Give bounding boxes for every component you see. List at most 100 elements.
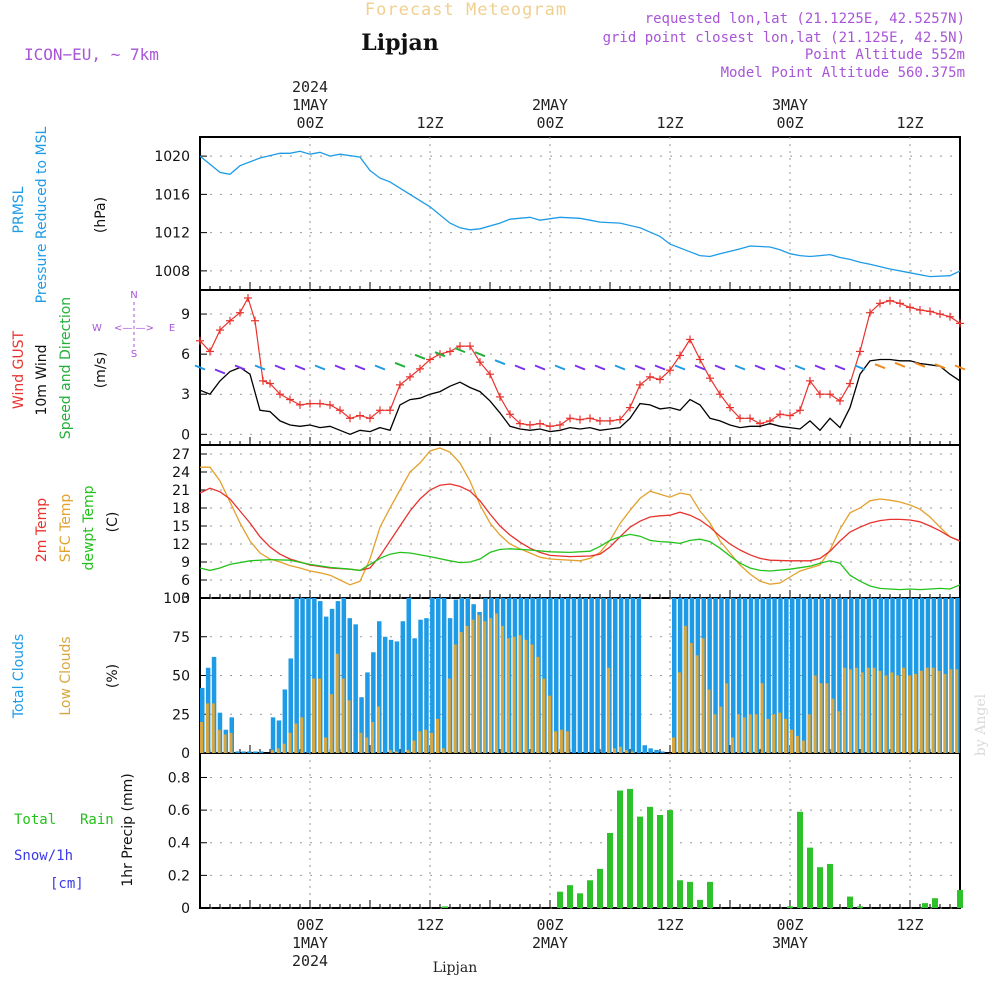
precip-bar [697,899,703,908]
compass-e: E [169,323,175,334]
wind-direction-arrow [394,361,406,368]
low-cloud-bar [211,703,215,753]
total-cloud-bar [424,618,429,753]
low-cloud-bar [359,732,363,753]
low-cloud-bar [943,673,947,753]
total-cloud-bar [754,598,760,753]
low-cloud-bar [736,714,740,753]
low-cloud-bar [849,669,852,753]
low-cloud-bar [388,749,392,753]
low-cloud-bar [294,723,298,753]
total-cloud-bar [790,598,795,753]
total-cloud-bar [235,751,240,753]
total-cloud-bar [819,598,824,753]
temp-ytick-label: 6 [181,573,190,589]
precip-ytick-label: 0 [181,901,190,917]
precip-ytick-label: 0.6 [168,803,190,819]
temp-ytick-label: 18 [172,501,190,517]
clouds-total-label: Total Clouds [11,634,27,719]
dewpoint-line [199,533,961,591]
low-cloud-bar [860,672,864,753]
low-cloud-bar [689,642,693,753]
low-cloud-bar [536,656,540,753]
watermark: by Angel [973,693,989,756]
temp-ytick-label: 9 [181,555,190,571]
temp-sfc-label: SFC Temp [58,494,74,563]
total-cloud-bar [801,598,807,753]
total-cloud-bar [306,598,311,753]
total-cloud-bar [329,608,335,753]
bottom-time-label: 2024 [292,952,328,970]
total-cloud-bar [795,598,801,753]
low-cloud-bar [772,714,776,753]
wind-gust-label: Wind GUST [11,330,27,409]
low-cloud-bar [217,729,221,753]
total-cloud-bar [654,749,659,753]
pressure-label-2: Pressure Reduced to MSL [34,126,50,303]
low-cloud-bar [335,653,339,753]
total-cloud-bar [406,598,411,753]
wind-direction-arrow [294,364,306,371]
total-cloud-bar [441,598,447,753]
total-cloud-bar [294,598,299,753]
precip-bar [587,880,593,908]
precip-ytick-label: 0.8 [168,770,190,786]
low-cloud-bar [447,678,451,753]
precip-bar [557,891,563,908]
clouds-ytick-label: 50 [172,669,190,685]
total-cloud-bar [719,598,724,753]
top-time-label: 1MAY [292,96,328,114]
bottom-time-label: 3MAY [772,934,808,952]
total-cloud-bar [624,598,630,753]
low-cloud-bar [371,722,375,753]
low-cloud-bar [731,737,734,753]
total-cloud-bar [436,598,441,753]
compass-w: W [92,323,102,334]
wind-dir-label: Speed and Direction [58,297,74,439]
total-cloud-bar [341,598,347,753]
low-cloud-bar [512,636,516,753]
low-cloud-bar [766,718,770,753]
total-cloud-bar [760,598,765,753]
low-cloud-bar [931,667,935,753]
bottom-time-label: 2MAY [532,934,568,952]
total-cloud-bar [241,751,246,753]
wind-direction-arrow [614,364,626,371]
low-cloud-bar [937,670,941,753]
wind-direction-arrow [794,364,806,371]
low-cloud-bar [483,621,487,753]
total-cloud-bar [353,624,358,753]
pressure-ytick-label: 1020 [154,149,190,165]
chart-title: Forecast Meteogram [365,0,567,20]
low-cloud-bar [854,667,858,753]
low-cloud-bar [524,639,528,753]
temp-unit: (C) [105,512,121,533]
wind-direction-arrow [494,359,506,366]
low-cloud-bar [205,703,209,753]
low-cloud-bar [530,644,534,753]
wind-direction-arrow [834,364,846,371]
wind-direction-arrow [234,364,246,371]
wind-direction-arrow [754,364,766,371]
precip-bar [817,867,823,908]
wind-direction-arrow [934,363,946,370]
total-cloud-bar [825,598,830,753]
low-cloud-bar [630,751,634,753]
top-time-label: 00Z [536,114,563,132]
precip-bar [647,806,653,908]
low-cloud-bar [902,667,906,753]
location-title: Lipjan [361,30,438,56]
pressure-ytick-label: 1008 [154,264,190,280]
temp-ytick-label: 24 [172,465,190,481]
low-cloud-bar [282,743,286,753]
total-cloud-bar [542,598,547,753]
total-cloud-bar [595,598,600,753]
clouds-ytick-label: 75 [172,630,190,646]
low-cloud-bar [778,712,782,753]
clouds-low-label: Low Clouds [58,636,74,715]
low-cloud-bar [453,644,457,753]
low-cloud-bar [548,695,552,753]
total-cloud-bar [807,598,813,753]
compass-n: N [130,290,137,301]
